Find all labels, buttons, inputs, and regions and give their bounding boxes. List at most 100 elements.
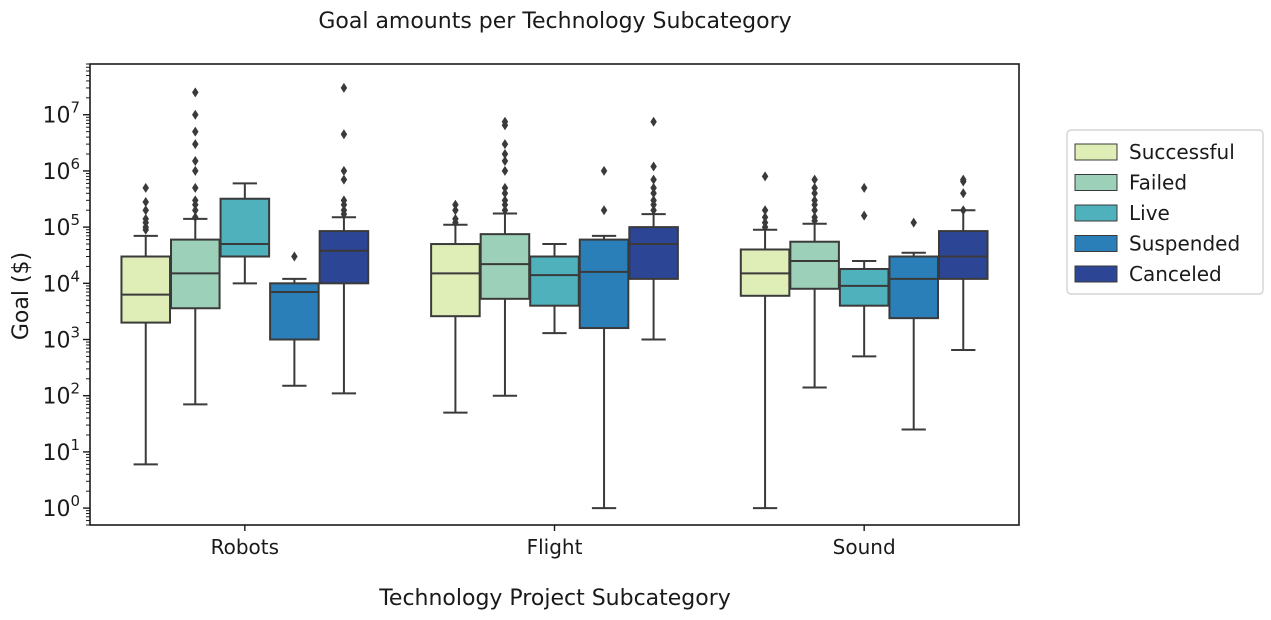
outlier-robots-failed-8 <box>192 126 199 137</box>
outlier-robots-failed-7 <box>192 139 199 150</box>
y-tick-label-6: 106 <box>42 155 80 185</box>
y-tick-base-1: 10 <box>42 441 70 466</box>
outlier-robots-canceled-7 <box>340 82 348 93</box>
legend: Successful Failed Live Suspended Canceled <box>1066 129 1264 295</box>
y-tick-label-1: 101 <box>42 436 80 466</box>
outlier-robots-successful-6 <box>142 182 149 193</box>
outlier-flight-successful-3 <box>452 199 459 210</box>
outlier-flight-canceled-5 <box>650 174 657 185</box>
outlier-flight-successful-2 <box>452 205 459 216</box>
outlier-flight-failed-0 <box>501 205 509 216</box>
box-rect-robots-canceled <box>318 230 370 285</box>
outlier-flight-failed-2 <box>501 195 509 206</box>
y-tick-exp-5: 5 <box>70 211 80 229</box>
plot-area <box>120 82 989 510</box>
y-tick-base-0: 10 <box>42 497 70 522</box>
box-rect-robots-successful <box>120 255 172 324</box>
outlier-sound-failed-5 <box>811 188 818 199</box>
y-tick-label-2: 102 <box>42 380 80 410</box>
y-tick-label-0: 100 <box>42 492 80 522</box>
outlier-robots-canceled-6 <box>340 129 348 140</box>
y-tick-exp-7: 7 <box>70 99 80 117</box>
legend-swatch-successful <box>1074 143 1118 161</box>
outlier-flight-failed-8 <box>501 139 509 150</box>
box-sound-successful <box>739 171 791 510</box>
box-robots-successful <box>120 182 172 466</box>
y-tick-exp-4: 4 <box>70 267 80 285</box>
outlier-robots-failed-1 <box>192 205 199 216</box>
box-flight-live <box>529 243 580 335</box>
box-rect-flight-suspended <box>578 238 630 330</box>
outlier-sound-canceled-3 <box>960 174 967 185</box>
y-tick-base-7: 10 <box>42 104 70 129</box>
outlier-flight-successful-1 <box>452 213 459 224</box>
box-rect-flight-canceled <box>628 226 679 280</box>
outlier-robots-canceled-3 <box>340 195 348 206</box>
outlier-sound-canceled-0 <box>960 205 967 216</box>
x-tick-label-flight: Flight <box>527 535 583 559</box>
outlier-sound-suspended-0 <box>910 217 917 228</box>
outlier-robots-failed-3 <box>192 195 199 206</box>
box-flight-successful <box>430 199 481 414</box>
box-sound-live <box>838 182 890 358</box>
box-rect-flight-live <box>529 255 580 307</box>
y-tick-base-3: 10 <box>42 329 70 354</box>
y-tick-base-4: 10 <box>42 272 70 297</box>
y-tick-base-6: 10 <box>42 160 70 185</box>
outlier-flight-failed-7 <box>501 149 509 160</box>
x-tick-label-robots: Robots <box>211 535 279 559</box>
y-tick-label-4: 104 <box>42 267 80 297</box>
outlier-sound-failed-7 <box>811 174 818 185</box>
box-rect-sound-live <box>838 267 890 307</box>
outlier-robots-failed-4 <box>192 182 199 193</box>
box-rect-sound-canceled <box>937 230 989 280</box>
legend-label-failed: Failed <box>1129 171 1187 195</box>
outlier-sound-failed-1 <box>811 212 818 223</box>
legend-swatch-failed <box>1074 174 1118 191</box>
box-flight-canceled <box>628 116 679 341</box>
legend-label-canceled: Canceled <box>1129 262 1222 286</box>
outlier-flight-suspended-1 <box>600 165 608 176</box>
y-axis-label: Goal ($) <box>9 252 34 340</box>
outlier-sound-failed-2 <box>811 205 818 216</box>
legend-box <box>1066 129 1264 295</box>
outlier-flight-canceled-0 <box>650 205 657 216</box>
legend-swatch-canceled <box>1074 265 1118 283</box>
outlier-flight-failed-5 <box>501 165 509 176</box>
box-rect-robots-live <box>219 197 271 258</box>
legend-swatch-live <box>1074 204 1118 222</box>
outlier-robots-failed-5 <box>192 165 199 176</box>
box-robots-live <box>219 182 271 285</box>
x-axis-label: Technology Project Subcategory <box>378 586 731 611</box>
outlier-flight-failed-6 <box>501 156 509 167</box>
y-tick-base-2: 10 <box>42 385 70 410</box>
outlier-flight-canceled-4 <box>650 182 657 193</box>
outlier-sound-successful-2 <box>761 212 769 223</box>
legend-label-successful: Successful <box>1129 140 1235 164</box>
outlier-robots-successful-3 <box>142 213 149 224</box>
outlier-flight-canceled-3 <box>650 188 657 199</box>
box-sound-canceled <box>937 174 989 352</box>
box-rect-flight-failed <box>479 233 531 300</box>
y-tick-exp-1: 1 <box>70 436 80 454</box>
outlier-robots-canceled-4 <box>340 174 348 185</box>
y-tick-exp-2: 2 <box>70 380 80 398</box>
outlier-robots-suspended-0 <box>291 251 298 262</box>
outlier-flight-failed-10 <box>501 116 509 127</box>
outlier-sound-failed-6 <box>811 182 818 193</box>
box-flight-failed <box>479 116 531 397</box>
outlier-robots-canceled-1 <box>340 205 348 216</box>
box-robots-canceled <box>318 82 370 395</box>
box-robots-failed <box>170 87 221 406</box>
outlier-flight-canceled-6 <box>650 161 657 172</box>
outlier-flight-canceled-2 <box>650 195 657 206</box>
legend-label-suspended: Suspended <box>1129 232 1240 256</box>
outlier-robots-failed-10 <box>192 87 199 98</box>
legend-label-live: Live <box>1129 201 1170 225</box>
outlier-robots-successful-4 <box>142 205 149 216</box>
outlier-sound-successful-3 <box>761 205 769 216</box>
outlier-flight-suspended-0 <box>600 205 608 216</box>
